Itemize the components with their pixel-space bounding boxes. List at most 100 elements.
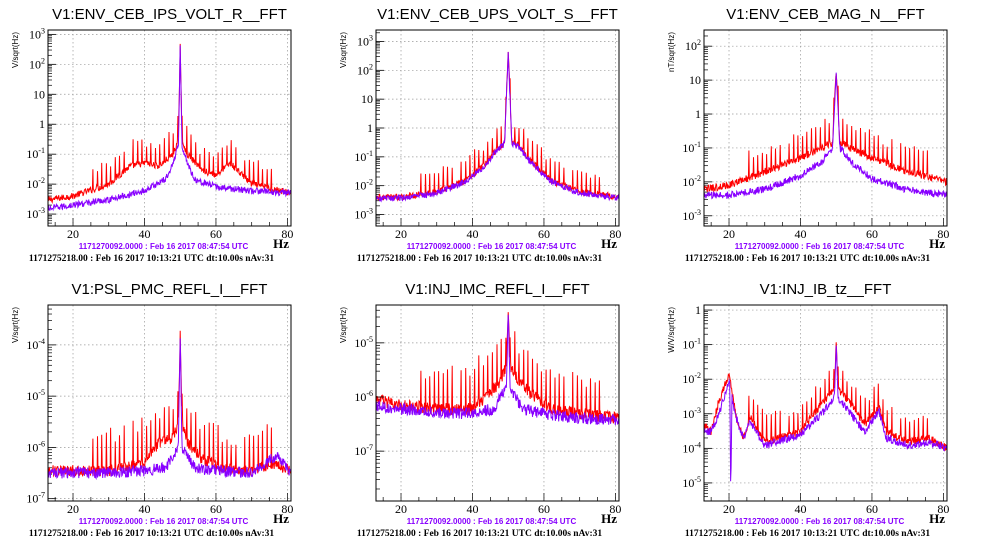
y-tick-label: 10-5: [354, 335, 373, 350]
x-axis-label: Hz: [601, 511, 617, 526]
chart-title: V1:ENV_CEB_IPS_VOLT_R__FFT: [52, 6, 287, 23]
x-tick-label: 60: [866, 502, 878, 516]
y-tick-label: 103: [29, 26, 45, 41]
measurement-info: 1171275218.00 : Feb 16 2017 10:13:21 UTC…: [685, 254, 930, 264]
y-tick-label: 10-2: [682, 174, 701, 189]
current-spectrum-line: [376, 51, 619, 202]
y-tick-label: 10-1: [682, 337, 701, 352]
x-tick-label: 60: [210, 502, 222, 516]
y-tick-label: 10-5: [682, 475, 701, 490]
reference-timestamp: 1171270092.0000 : Feb 16 2017 08:47:54 U…: [79, 242, 249, 251]
x-tick-label: 40: [794, 227, 806, 241]
fft-chart-svg: V1:ENV_CEB_IPS_VOLT_R__FFT V/sqrt(Hz) 10-3…: [11, 6, 293, 264]
y-tick-label: 10-6: [354, 389, 373, 404]
x-tick-label: 40: [138, 502, 150, 516]
y-tick-label: 10-1: [354, 149, 373, 164]
x-axis-label: Hz: [929, 236, 945, 251]
y-tick-label: 1: [695, 303, 701, 317]
plot-frame: [47, 304, 292, 502]
fft-chart-panel: V1:ENV_CEB_MAG_N__FFT nT/sqrt(Hz) 10-3 10-2…: [656, 0, 984, 275]
y-tick-label: 10: [33, 87, 45, 101]
fft-chart-svg: V1:ENV_CEB_MAG_N__FFT nT/sqrt(Hz) 10-3 10-2…: [667, 6, 949, 264]
fft-chart-svg: V1:INJ_IB_tz__FFT W/V/sqrt(Hz) 10-5 10-4 10-…: [667, 281, 949, 539]
y-tick-label: 10-4: [682, 440, 701, 455]
y-tick-label: 102: [685, 38, 701, 53]
y-tick-label: 10-2: [26, 176, 45, 191]
x-tick-label: 80: [281, 502, 293, 516]
current-spectrum-line: [48, 43, 291, 205]
y-tick-label: 10-4: [26, 337, 45, 352]
y-tick-label: 1: [695, 107, 701, 121]
x-tick-label: 80: [937, 502, 949, 516]
plot-frame: [703, 29, 948, 227]
current-spectrum-line: [704, 73, 947, 193]
fft-chart-panel: V1:ENV_CEB_UPS_VOLT_S__FFT V/sqrt(Hz) 10-3…: [328, 0, 656, 275]
fft-chart-svg: V1:PSL_PMC_REFL_I__FFT V/sqrt(Hz) 10-7 10-6…: [11, 281, 293, 539]
x-tick-label: 80: [281, 227, 293, 241]
y-tick-label: 10-2: [682, 371, 701, 386]
x-tick-label: 60: [538, 227, 550, 241]
plot-area: [704, 305, 947, 501]
fft-chart-svg: V1:ENV_CEB_UPS_VOLT_S__FFT V/sqrt(Hz) 10-3…: [339, 6, 621, 264]
current-spectrum-line: [376, 312, 619, 424]
x-tick-label: 80: [609, 502, 621, 516]
y-tick-label: 1: [367, 121, 373, 135]
x-tick-label: 40: [466, 227, 478, 241]
reference-timestamp: 1171270092.0000 : Feb 16 2017 08:47:54 U…: [79, 517, 249, 526]
x-tick-label: 40: [466, 502, 478, 516]
x-tick-label: 60: [866, 227, 878, 241]
x-tick-label: 20: [67, 502, 79, 516]
reference-timestamp: 1171270092.0000 : Feb 16 2017 08:47:54 U…: [735, 517, 905, 526]
y-tick-label: 10-3: [26, 206, 45, 221]
chart-title: V1:ENV_CEB_MAG_N__FFT: [726, 6, 924, 23]
fft-chart-panel: V1:ENV_CEB_IPS_VOLT_R__FFT V/sqrt(Hz) 10-3…: [0, 0, 328, 275]
chart-title: V1:INJ_IMC_REFL_I__FFT: [405, 281, 589, 298]
reference-spectrum-line: [48, 338, 291, 481]
y-tick-label: 10-1: [26, 146, 45, 161]
y-tick-label: 10-7: [26, 491, 45, 506]
y-tick-label: 10-5: [26, 388, 45, 403]
y-tick-label: 10-7: [354, 443, 373, 458]
y-tick-label: 103: [357, 33, 373, 48]
y-tick-label: 10-1: [682, 140, 701, 155]
measurement-info: 1171275218.00 : Feb 16 2017 10:13:21 UTC…: [357, 529, 602, 539]
y-tick-label: 102: [29, 56, 45, 71]
y-tick-label: 10-6: [26, 439, 45, 454]
x-axis-label: Hz: [929, 511, 945, 526]
x-tick-label: 20: [395, 227, 407, 241]
x-tick-label: 80: [937, 227, 949, 241]
x-tick-label: 40: [794, 502, 806, 516]
y-axis-label: W/V/sqrt(Hz): [667, 307, 676, 353]
x-tick-label: 20: [723, 227, 735, 241]
plot-area: [48, 30, 291, 226]
fft-chart-panel: V1:PSL_PMC_REFL_I__FFT V/sqrt(Hz) 10-7 10-6…: [0, 275, 328, 550]
x-axis-label: Hz: [273, 511, 289, 526]
reference-spectrum-line: [376, 314, 619, 426]
fft-chart-panel: V1:INJ_IB_tz__FFT W/V/sqrt(Hz) 10-5 10-4 10-…: [656, 275, 984, 550]
chart-title: V1:INJ_IB_tz__FFT: [760, 281, 892, 298]
x-tick-label: 20: [67, 227, 79, 241]
y-axis-label: V/sqrt(Hz): [11, 307, 20, 343]
x-tick-label: 60: [210, 227, 222, 241]
measurement-info: 1171275218.00 : Feb 16 2017 10:13:21 UTC…: [685, 529, 930, 539]
x-tick-label: 60: [538, 502, 550, 516]
measurement-info: 1171275218.00 : Feb 16 2017 10:13:21 UTC…: [29, 254, 274, 264]
y-tick-label: 10-3: [682, 406, 701, 421]
y-tick-label: 1: [39, 117, 45, 131]
reference-timestamp: 1171270092.0000 : Feb 16 2017 08:47:54 U…: [407, 517, 577, 526]
chart-title: V1:PSL_PMC_REFL_I__FFT: [72, 281, 268, 298]
reference-timestamp: 1171270092.0000 : Feb 16 2017 08:47:54 U…: [735, 242, 905, 251]
x-axis-label: Hz: [601, 236, 617, 251]
fft-chart-svg: V1:INJ_IMC_REFL_I__FFT V/sqrt(Hz) 10-7 10-6…: [339, 281, 621, 539]
y-tick-label: 102: [357, 62, 373, 77]
y-axis-label: V/sqrt(Hz): [339, 32, 348, 68]
y-tick-label: 10-3: [354, 207, 373, 222]
reference-spectrum-line: [704, 345, 947, 482]
plot-frame: [375, 304, 620, 502]
x-tick-label: 80: [609, 227, 621, 241]
reference-spectrum-line: [48, 45, 291, 212]
reference-spectrum-line: [376, 51, 619, 203]
x-axis-label: Hz: [273, 236, 289, 251]
x-tick-label: 40: [138, 227, 150, 241]
